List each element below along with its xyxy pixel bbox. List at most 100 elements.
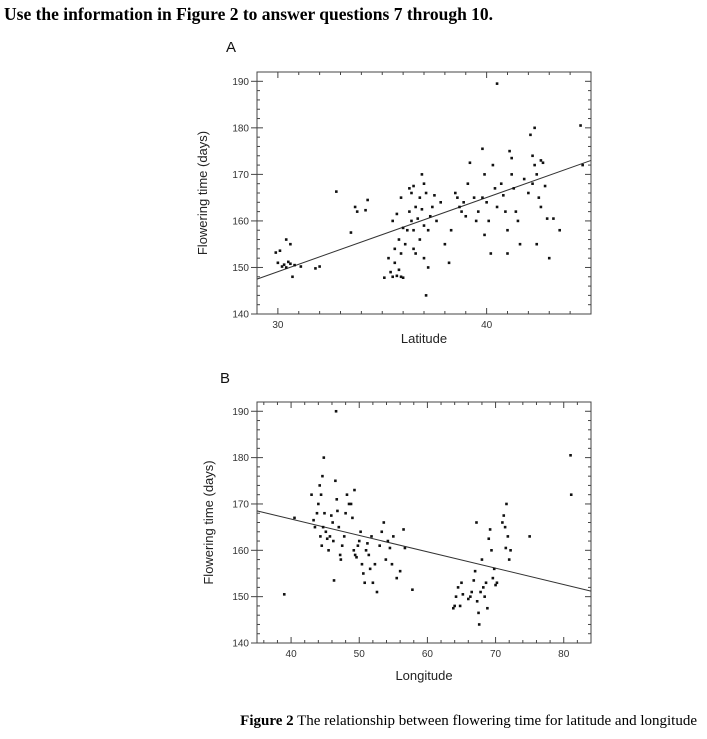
chart-b-data-point <box>392 535 395 538</box>
chart-a-data-point <box>443 242 447 246</box>
chart-a-data-point <box>495 82 499 85</box>
chart-a-data-point <box>472 196 476 199</box>
chart-a-data-point <box>522 177 526 181</box>
chart-b-data-point <box>454 595 458 598</box>
chart-a-data-point <box>414 252 417 255</box>
chart-a-data-point <box>512 187 516 190</box>
chart-a-data-point <box>487 219 491 223</box>
chart-a-data-point <box>541 161 545 165</box>
chart-b-data-point <box>504 546 508 550</box>
chart-b-x-tick-label: 80 <box>558 649 570 660</box>
caption-text: The relationship between flowering time … <box>297 713 697 729</box>
chart-b-data-point <box>362 572 365 575</box>
chart-a-data-point <box>412 228 415 232</box>
chart-b-data-point <box>293 516 296 520</box>
chart-b-data-point <box>503 525 507 529</box>
chart-a-data-point <box>276 261 280 265</box>
chart-b-data-point <box>461 593 465 596</box>
chart-b-data-point <box>458 604 462 608</box>
chart-b-x-tick-label: 50 <box>354 649 366 660</box>
chart-a-data-point <box>401 276 405 279</box>
chart-a-data-point <box>393 261 397 265</box>
chart-b-data-point <box>402 528 405 531</box>
chart-a-data-point <box>508 149 511 153</box>
chart-a-data-point <box>454 191 457 195</box>
chart-b-data-point <box>344 511 347 515</box>
chart-b-data-point <box>395 576 399 580</box>
chart-b-data-point <box>501 521 504 524</box>
chart-a-data-point <box>399 275 403 279</box>
chart-a-data-point <box>502 194 505 197</box>
chart-a-data-point <box>466 182 470 185</box>
chart-b-data-point <box>528 535 531 538</box>
chart-a-data-point <box>401 226 405 230</box>
chart-a-data-point <box>428 214 432 218</box>
chart-a-data-point <box>395 212 399 216</box>
chart-b-data-point <box>337 525 341 529</box>
chart-b-data-point <box>569 453 572 457</box>
chart-b-data-point <box>353 553 357 557</box>
chart-a-data-point <box>414 205 417 209</box>
chart-a-data-point <box>579 124 582 127</box>
chart-b-data-point <box>366 542 369 545</box>
chart-b-data-point <box>398 569 402 573</box>
chart-a-data-point <box>545 217 549 220</box>
chart-b-data-point <box>375 590 379 594</box>
chart-b-data-point <box>340 544 344 547</box>
chart-a-plot-frame <box>256 71 592 315</box>
chart-a-data-point <box>539 205 543 209</box>
chart-a-data-point <box>366 198 369 202</box>
chart-b-data-point <box>338 553 342 557</box>
chart-b-data-point <box>368 567 372 571</box>
chart-b-data-point <box>475 521 478 524</box>
chart-b-data-point <box>353 488 356 492</box>
figure-caption: Figure 2 The relationship between flower… <box>240 713 697 730</box>
chart-a-data-point <box>481 196 484 199</box>
chart-b-data-point <box>342 535 346 538</box>
chart-a-data-point <box>439 201 442 204</box>
chart-b-data-point <box>378 544 381 547</box>
chart-b-data-point <box>367 553 371 557</box>
chart-b-data-point <box>363 581 366 585</box>
chart-b-data-point <box>470 590 474 594</box>
chart-b: 40 50 60 70 80 140 150 160 170 180 190 B Longitude Fl… <box>201 370 592 683</box>
chart-a-data-point <box>284 266 288 269</box>
chart-a-data-point <box>449 228 453 232</box>
chart-a-data-point <box>581 163 584 167</box>
chart-a-data-point <box>510 173 513 176</box>
instruction-text: Use the information in Figure 2 to answe… <box>4 4 494 24</box>
chart-a-data-point <box>527 191 530 195</box>
chart-a-data-point <box>531 182 534 185</box>
chart-b-data-point <box>403 546 407 550</box>
chart-a-data-point <box>426 228 430 232</box>
chart-a-data-point <box>495 205 499 209</box>
chart-a-data-point <box>291 275 294 279</box>
chart-a-data-point <box>435 219 438 223</box>
chart-b-data-point <box>505 502 508 506</box>
chart-a-data-point <box>287 260 290 264</box>
chart-b-data-point <box>319 535 322 538</box>
chart-b-data-point <box>323 511 326 515</box>
chart-b-y-tick-label: 170 <box>232 499 249 510</box>
chart-b-data-point <box>359 530 362 534</box>
chart-b-data-point <box>460 581 463 585</box>
chart-a-data-point <box>318 265 321 268</box>
chart-a-data-point <box>395 274 399 278</box>
chart-a-data-point <box>416 217 420 220</box>
chart-b-data-point <box>324 530 328 534</box>
chart-b-data-point <box>336 509 339 513</box>
chart-a-data-point <box>424 294 428 297</box>
chart-b-data-point <box>487 537 491 541</box>
chart-b-data-point <box>364 549 368 552</box>
chart-b-x-tick-label: 70 <box>490 649 502 660</box>
chart-b-y-tick-label: 150 <box>232 592 249 603</box>
chart-b-data-point <box>334 409 338 413</box>
chart-b-x-tick-label: 40 <box>286 649 298 660</box>
chart-a-data-point <box>468 161 472 165</box>
chart-b-y-axis-label: Flowering time (days) <box>201 460 216 584</box>
chart-b-y-tick-label: 180 <box>232 453 249 464</box>
chart-b-y-tick-label: 160 <box>232 546 249 557</box>
chart-b-data-point <box>382 521 386 524</box>
chart-a-data-point <box>481 147 484 151</box>
